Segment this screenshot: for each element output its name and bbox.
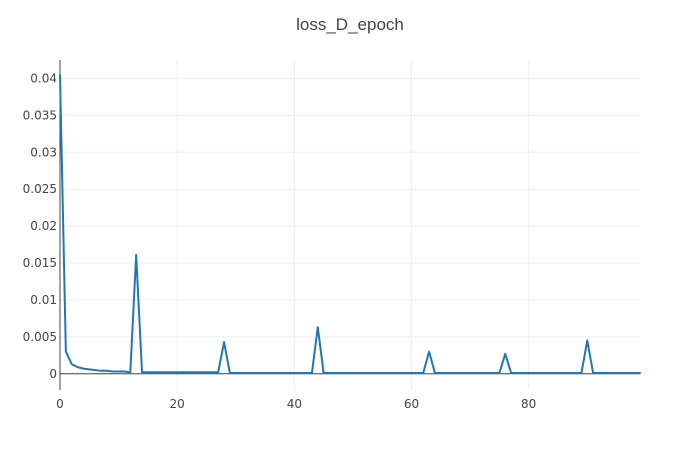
- axes: [59, 60, 640, 390]
- y-tick-label: 0.01: [30, 293, 57, 307]
- x-tick-label: 0: [56, 397, 64, 411]
- x-tick-label: 80: [521, 397, 536, 411]
- x-tick-label: 60: [404, 397, 419, 411]
- chart-title: loss_D_epoch: [296, 15, 404, 34]
- y-tick-label: 0.015: [23, 256, 57, 270]
- y-tick-label: 0.025: [23, 182, 57, 196]
- y-tick-label: 0.035: [23, 108, 57, 122]
- y-tick-label: 0.005: [23, 330, 57, 344]
- y-tick-label: 0.03: [30, 145, 57, 159]
- y-tick-label: 0.04: [30, 71, 57, 85]
- tick-labels: 0 20 40 60 80 0 0.005 0.01 0.015 0.02 0.025 0.03 0.0…: [23, 71, 537, 411]
- x-tick-label: 40: [287, 397, 302, 411]
- y-tick-label: 0: [49, 367, 57, 381]
- series-layer: [59, 73, 641, 375]
- grid: [60, 60, 640, 390]
- y-tick-label: 0.02: [30, 219, 57, 233]
- x-tick-label: 20: [170, 397, 185, 411]
- series-line: [59, 73, 641, 375]
